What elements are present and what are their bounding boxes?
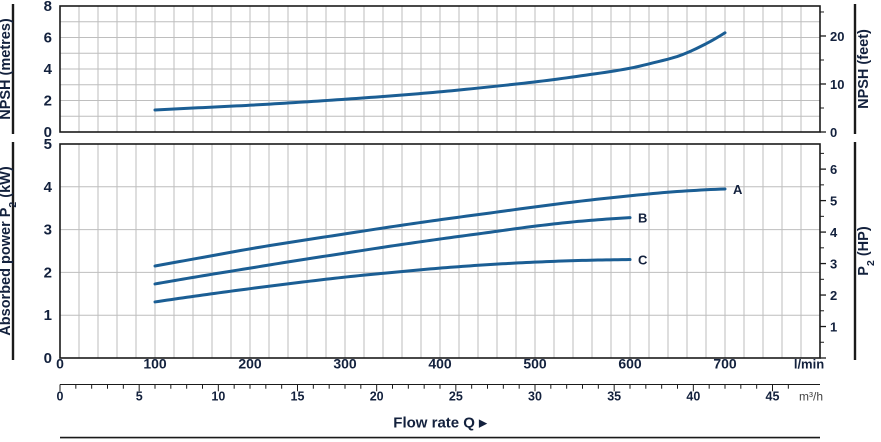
svg-text:1: 1 — [44, 307, 52, 324]
svg-text:45: 45 — [766, 389, 780, 403]
svg-text:Flow rate Q ▸: Flow rate Q ▸ — [393, 414, 488, 431]
svg-text:4: 4 — [830, 225, 838, 240]
svg-text:C: C — [638, 253, 648, 268]
svg-text:A: A — [733, 182, 743, 197]
svg-text:2: 2 — [44, 93, 52, 110]
svg-text:l/min: l/min — [794, 357, 824, 372]
svg-text:6: 6 — [44, 30, 52, 47]
svg-text:15: 15 — [291, 389, 305, 403]
svg-text:NPSH (feet): NPSH (feet) — [856, 29, 872, 109]
svg-text:35: 35 — [607, 389, 621, 403]
svg-text:4: 4 — [44, 179, 53, 196]
svg-text:B: B — [638, 211, 647, 226]
svg-text:200: 200 — [238, 356, 262, 372]
svg-text:500: 500 — [523, 356, 547, 372]
svg-text:5: 5 — [830, 194, 837, 209]
svg-text:0: 0 — [44, 350, 52, 367]
svg-text:2: 2 — [44, 264, 52, 281]
svg-text:3: 3 — [44, 222, 52, 239]
svg-text:3: 3 — [830, 257, 837, 272]
svg-text:5: 5 — [44, 136, 52, 153]
svg-text:20: 20 — [370, 389, 384, 403]
svg-text:8: 8 — [44, 0, 52, 15]
svg-text:m³/h: m³/h — [799, 389, 823, 403]
svg-text:25: 25 — [449, 389, 463, 403]
svg-text:20: 20 — [830, 29, 844, 44]
svg-text:4: 4 — [44, 61, 53, 78]
svg-text:100: 100 — [143, 356, 167, 372]
svg-text:1: 1 — [830, 320, 837, 335]
svg-text:0: 0 — [57, 389, 64, 403]
svg-text:40: 40 — [686, 389, 700, 403]
svg-text:0: 0 — [830, 125, 837, 140]
svg-text:5: 5 — [136, 389, 143, 403]
svg-text:400: 400 — [428, 356, 452, 372]
svg-text:30: 30 — [528, 389, 542, 403]
svg-text:6: 6 — [830, 162, 837, 177]
svg-text:10: 10 — [211, 389, 225, 403]
svg-text:300: 300 — [333, 356, 357, 372]
svg-text:10: 10 — [830, 77, 844, 92]
svg-text:0: 0 — [56, 356, 64, 372]
svg-text:NPSH (metres): NPSH (metres) — [0, 18, 14, 120]
svg-text:700: 700 — [713, 356, 737, 372]
svg-text:2: 2 — [830, 288, 837, 303]
svg-text:600: 600 — [618, 356, 642, 372]
